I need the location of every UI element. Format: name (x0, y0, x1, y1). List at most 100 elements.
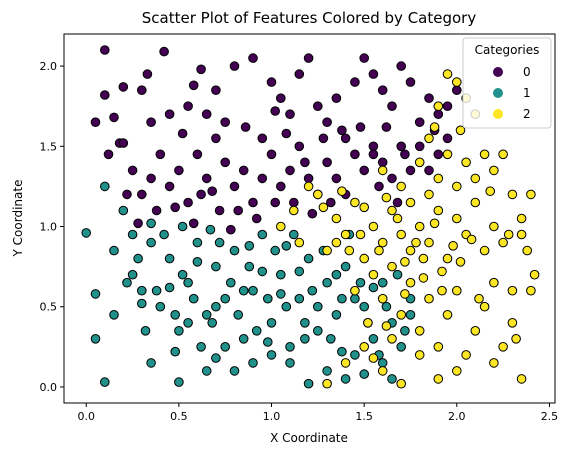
data-point (174, 165, 184, 176)
data-point (396, 342, 407, 352)
data-point (146, 237, 156, 248)
data-point (340, 374, 351, 384)
data-point (405, 165, 416, 176)
data-point (322, 157, 332, 168)
data-point (146, 117, 156, 127)
data-point (226, 277, 236, 288)
legend-marker (493, 88, 503, 98)
data-point (313, 301, 323, 312)
data-point (201, 173, 212, 184)
y-tick-label: 0.0 (40, 381, 58, 394)
data-point (100, 45, 110, 55)
data-point (289, 229, 299, 240)
data-point (177, 221, 188, 232)
data-point (344, 245, 355, 256)
data-point (159, 46, 169, 57)
data-point (226, 224, 236, 235)
data-point (238, 334, 249, 344)
legend-item-1: 1 (493, 86, 531, 100)
data-point (455, 125, 466, 136)
data-point (183, 277, 193, 288)
data-point (201, 109, 212, 119)
data-point (414, 326, 425, 336)
data-point (294, 69, 305, 79)
data-point (359, 369, 370, 379)
data-point (387, 101, 397, 111)
data-point (263, 337, 273, 347)
data-point (300, 318, 310, 328)
data-point (452, 85, 462, 95)
data-point (455, 257, 466, 267)
data-point (90, 289, 101, 299)
data-point (214, 237, 225, 248)
data-point (233, 205, 243, 216)
data-point (498, 149, 508, 160)
data-point (396, 141, 407, 152)
chart-title: Scatter Plot of Features Colored by Cate… (142, 9, 477, 27)
data-point (433, 149, 444, 160)
data-point (177, 128, 188, 139)
data-point (429, 122, 440, 132)
data-point (368, 282, 379, 293)
y-tick-label: 2.0 (40, 60, 58, 73)
data-point (340, 261, 351, 272)
data-point (377, 366, 388, 376)
data-point (355, 122, 366, 132)
data-point (303, 253, 314, 264)
data-point (350, 350, 360, 360)
data-point (233, 310, 243, 320)
data-point (461, 350, 471, 360)
data-point (350, 293, 360, 304)
data-point (516, 229, 527, 240)
data-point (377, 157, 388, 168)
data-point (400, 289, 410, 299)
data-point (466, 234, 477, 245)
data-point (229, 366, 240, 376)
data-point (485, 186, 496, 196)
data-point (516, 374, 527, 384)
data-point (266, 318, 277, 328)
data-point (442, 133, 453, 144)
data-point (368, 69, 379, 79)
series-0 (90, 45, 462, 235)
data-point (140, 326, 151, 336)
data-point (418, 253, 429, 264)
data-point (359, 53, 370, 63)
data-point (318, 133, 329, 144)
data-point (322, 277, 332, 288)
data-point (289, 205, 299, 216)
data-point (281, 301, 292, 312)
data-point (331, 310, 342, 320)
data-point (452, 285, 462, 296)
data-point (326, 334, 336, 344)
data-point (211, 353, 221, 363)
data-point (411, 237, 421, 248)
data-point (192, 149, 203, 160)
data-point (238, 165, 249, 176)
data-point (414, 141, 425, 152)
data-point (211, 133, 221, 144)
data-point (146, 358, 156, 368)
data-point (350, 77, 360, 87)
data-point (109, 310, 119, 320)
data-point (377, 293, 388, 304)
data-point (294, 293, 305, 304)
data-point (266, 149, 277, 160)
data-point (437, 266, 447, 277)
data-point (137, 85, 147, 95)
data-point (164, 282, 175, 293)
data-point (174, 377, 184, 387)
data-point (433, 205, 444, 216)
data-point (359, 202, 370, 213)
data-point (368, 149, 379, 160)
data-point (359, 342, 370, 352)
data-point (331, 269, 342, 280)
data-point (211, 85, 221, 95)
data-point (151, 205, 162, 216)
data-point (251, 213, 262, 224)
legend-label: 2 (523, 107, 531, 121)
data-point (405, 245, 416, 256)
data-point (511, 334, 521, 344)
data-point (424, 189, 434, 200)
data-point (433, 173, 444, 184)
